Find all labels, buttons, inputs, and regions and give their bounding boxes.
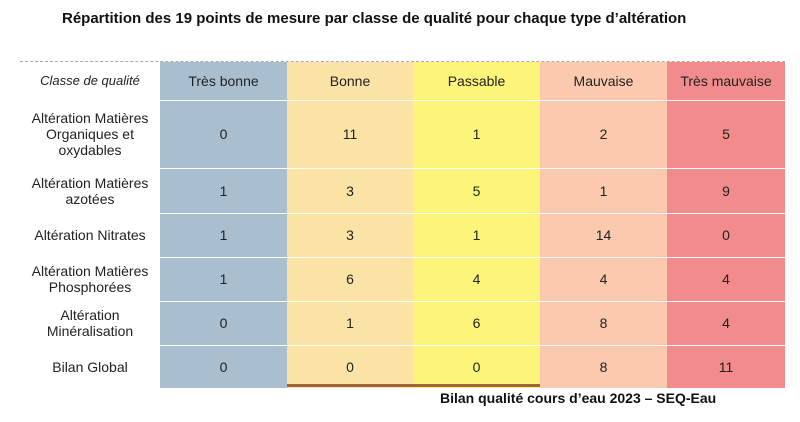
- count-cell: 1: [160, 257, 287, 301]
- column-header: Très bonne: [160, 62, 287, 100]
- count-cell: 1: [160, 213, 287, 257]
- count-cell: 6: [287, 257, 413, 301]
- count-cell: 1: [287, 301, 413, 345]
- count-cell: 8: [540, 301, 667, 345]
- column-header: Mauvaise: [540, 62, 667, 100]
- count-cell: 0: [413, 345, 540, 388]
- count-cell: 5: [667, 100, 785, 168]
- count-cell: 4: [540, 257, 667, 301]
- title: Répartition des 19 points de mesure par …: [62, 10, 687, 27]
- row-separator: [20, 345, 785, 346]
- count-cell: 6: [413, 301, 540, 345]
- row-label: Altération Matières Organiques et oxydab…: [20, 100, 160, 168]
- count-cell: 3: [287, 168, 413, 213]
- count-cell: 0: [287, 345, 413, 388]
- count-cell: 1: [160, 168, 287, 213]
- count-cell: 3: [287, 213, 413, 257]
- count-cell: 4: [413, 257, 540, 301]
- column-header: Passable: [413, 62, 540, 100]
- count-cell: 0: [160, 345, 287, 388]
- row-label: Altération Matières Phosphorées: [20, 257, 160, 301]
- header-label: Classe de qualité: [20, 62, 160, 100]
- row-separator: [20, 213, 785, 214]
- count-cell: 11: [667, 345, 785, 388]
- count-cell: 9: [667, 168, 785, 213]
- count-cell: 14: [540, 213, 667, 257]
- count-cell: 8: [540, 345, 667, 388]
- count-cell: 0: [667, 213, 785, 257]
- row-label: Altération Matières azotées: [20, 168, 160, 213]
- row-separator: [20, 100, 785, 101]
- row-label: Altération Minéralisation: [20, 301, 160, 345]
- count-cell: 0: [160, 100, 287, 168]
- count-cell: 4: [667, 301, 785, 345]
- count-cell: 5: [413, 168, 540, 213]
- count-cell: 0: [160, 301, 287, 345]
- count-cell: 1: [540, 168, 667, 213]
- count-cell: 1: [413, 213, 540, 257]
- column-header: Très mauvaise: [667, 62, 785, 100]
- top-rule: [20, 61, 785, 62]
- column-header: Bonne: [287, 62, 413, 100]
- count-cell: 11: [287, 100, 413, 168]
- count-cell: 2: [540, 100, 667, 168]
- row-separator: [20, 301, 785, 302]
- row-separator: [20, 168, 785, 169]
- count-cell: 4: [667, 257, 785, 301]
- count-cell: 1: [413, 100, 540, 168]
- row-label: Altération Nitrates: [20, 213, 160, 257]
- row-label: Bilan Global: [20, 345, 160, 388]
- row-separator: [20, 257, 785, 258]
- footer: Bilan qualité cours d’eau 2023 – SEQ-Eau: [440, 390, 717, 406]
- underline: [287, 384, 540, 387]
